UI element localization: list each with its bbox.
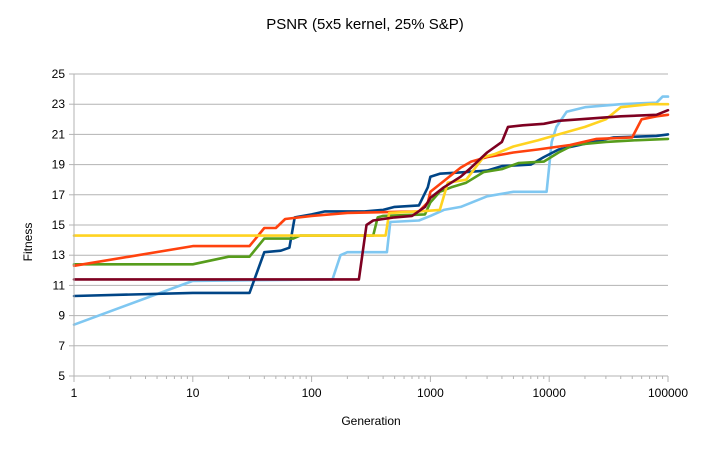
x-tick-label: 100: [302, 386, 322, 400]
grid: [74, 73, 668, 377]
x-tick-label: 100000: [648, 386, 688, 400]
y-tick-label: 11: [53, 278, 66, 292]
y-tick-label: 19: [52, 158, 66, 172]
x-tick-label: 10: [186, 386, 200, 400]
series-line-2: [72, 133, 670, 298]
x-tick-label: 1000: [417, 386, 444, 400]
series-line-4: [72, 113, 670, 268]
y-tick-label: 7: [58, 339, 65, 353]
y-tick-label: 25: [52, 67, 66, 81]
chart-title: PSNR (5x5 kernel, 25% S&P): [266, 16, 464, 33]
tick-labels: 5 7 9 11 13 15 17 19 21 23 25 1 10 100 1000 10000 100000: [52, 67, 689, 400]
y-tick-label: 17: [52, 188, 66, 202]
y-tick-label: 23: [52, 97, 66, 111]
x-axis-title: Generation: [341, 414, 400, 428]
y-tick-label: 13: [52, 248, 66, 262]
y-tick-label: 5: [58, 369, 65, 383]
x-tick-label: 10000: [533, 386, 567, 400]
x-tick-label: 1: [71, 386, 78, 400]
y-axis-title: Fitness: [21, 223, 35, 262]
axes: [69, 73, 669, 382]
series-line-3: [72, 137, 670, 266]
series-group: [72, 95, 670, 327]
y-tick-label: 9: [58, 309, 65, 323]
series-line-1: [72, 95, 670, 327]
y-tick-label: 21: [52, 127, 66, 141]
series-line-6: [72, 108, 670, 281]
series-line-5: [72, 102, 670, 237]
y-tick-label: 15: [52, 218, 66, 232]
